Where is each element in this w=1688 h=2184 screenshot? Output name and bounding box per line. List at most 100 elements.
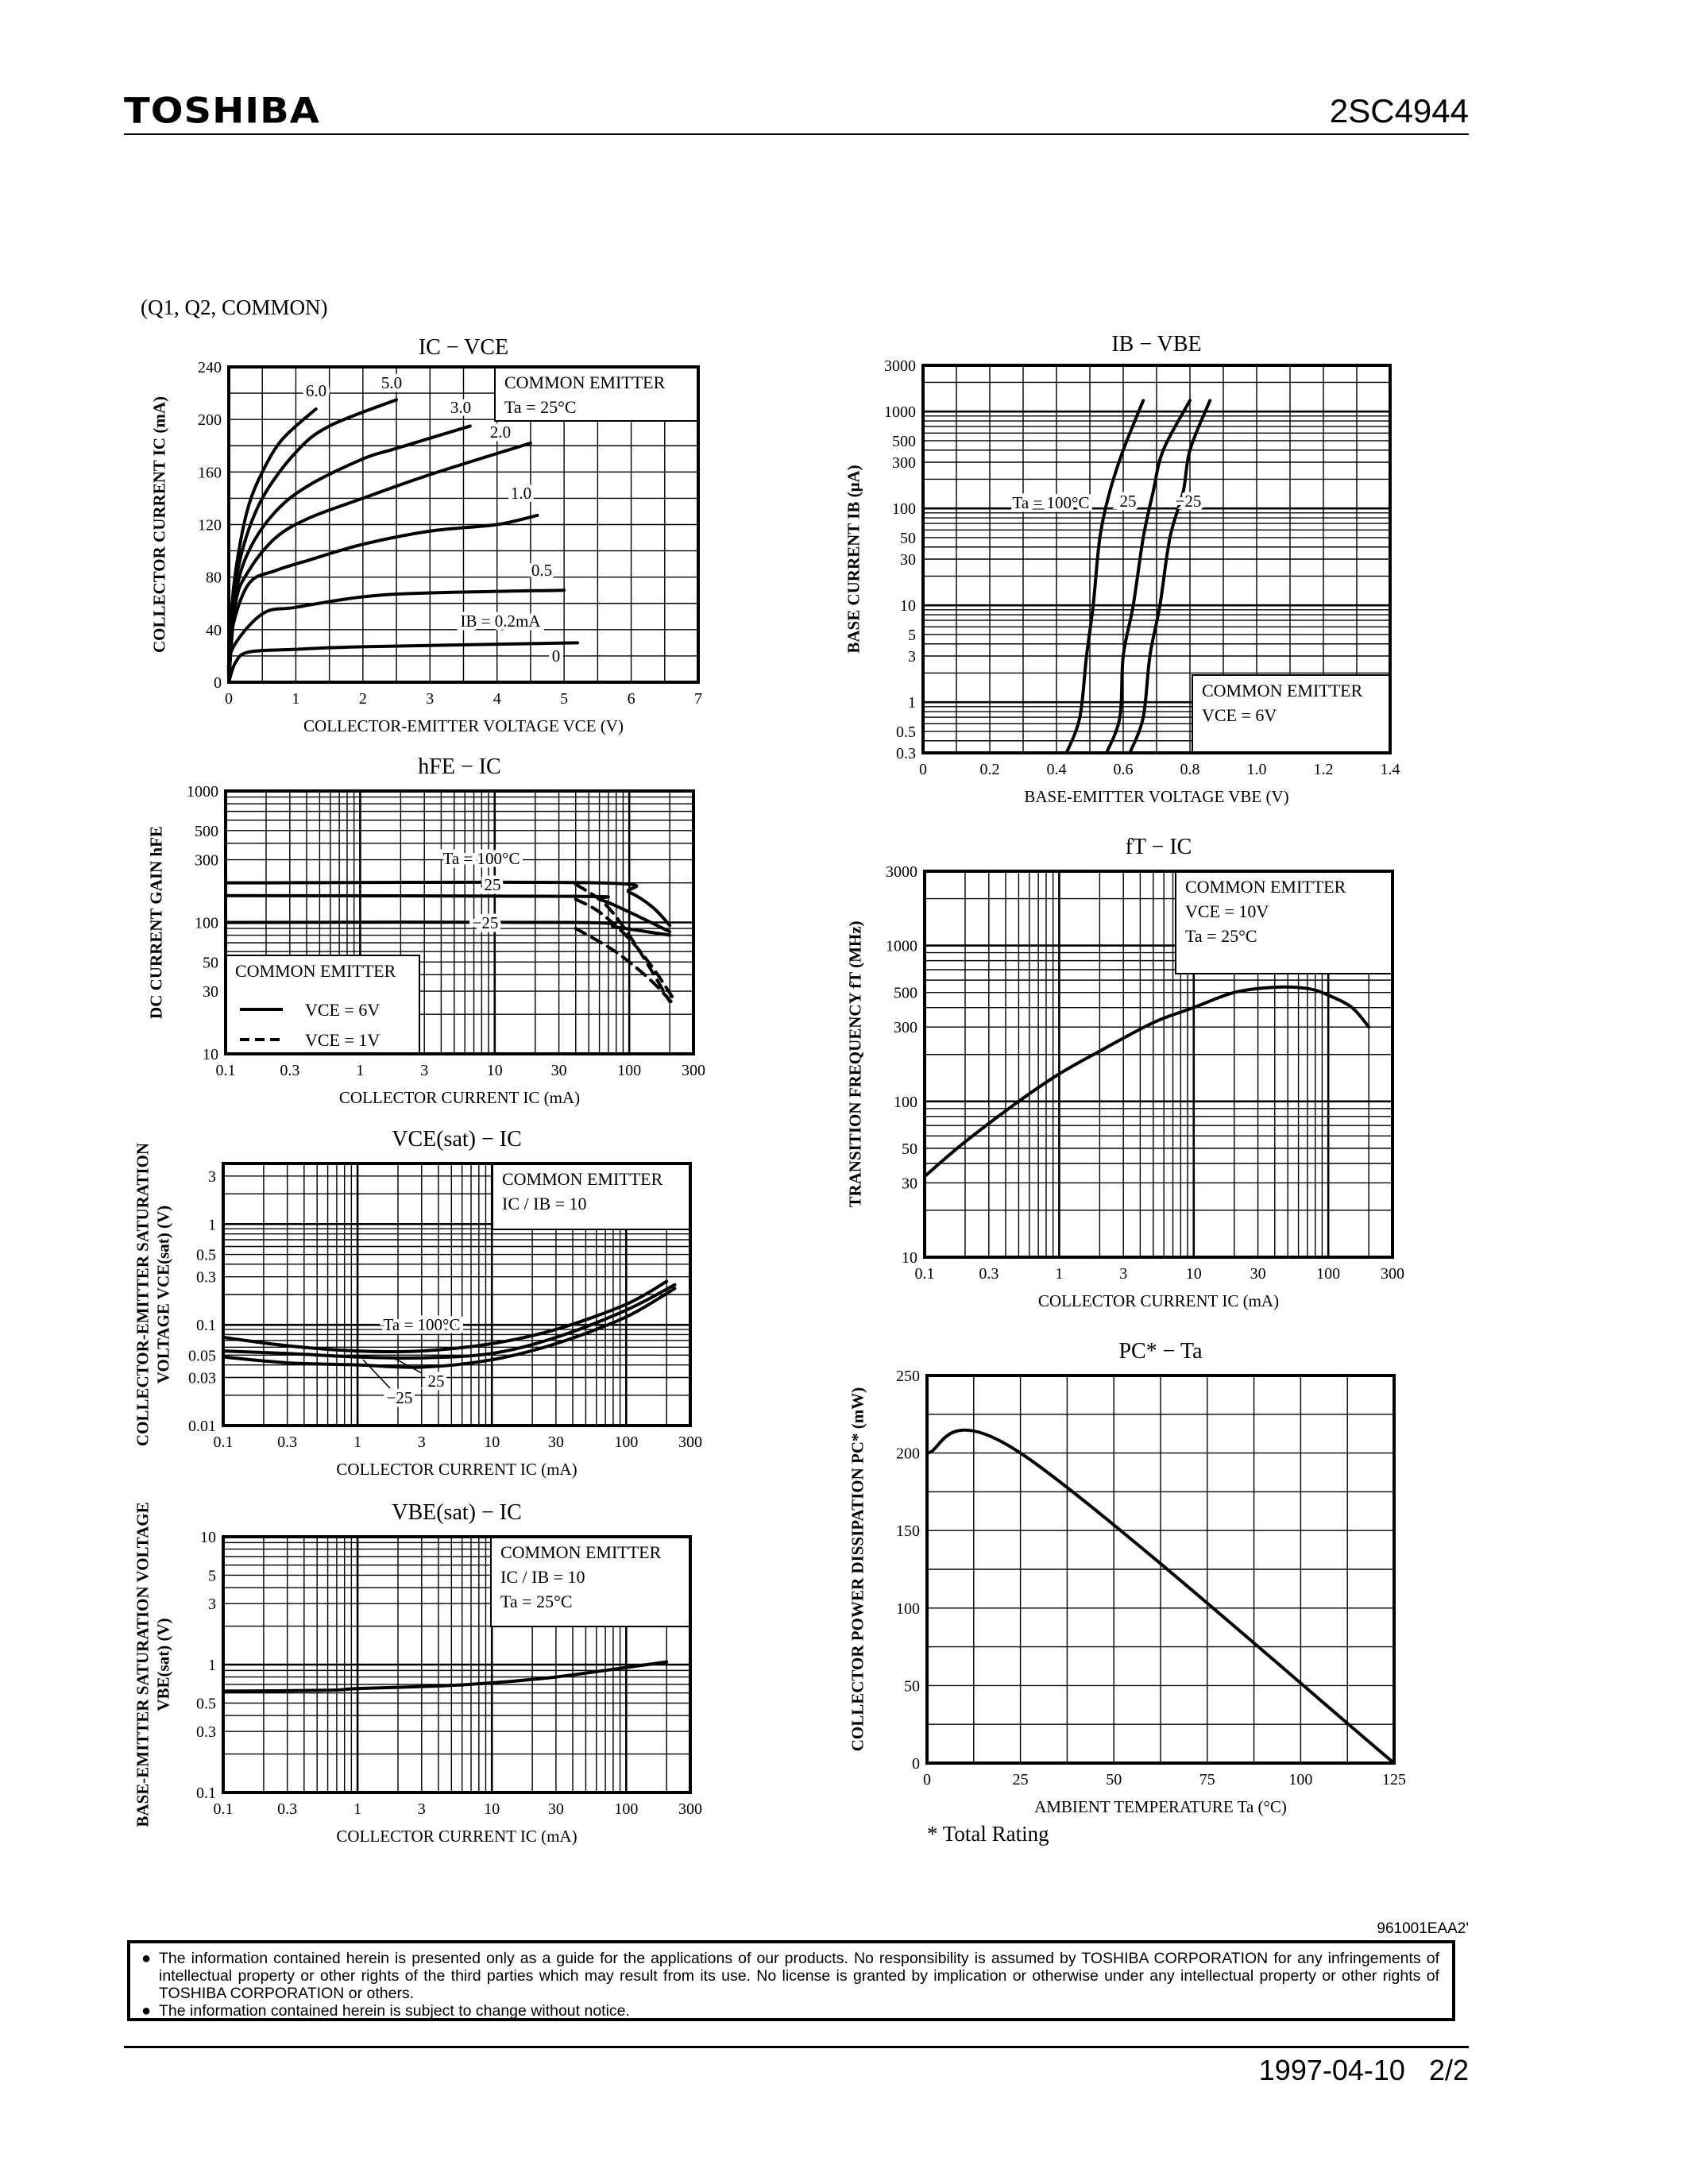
y-tick-label: 120 (198, 517, 222, 534)
x-tick-label: 0.1 (214, 1433, 234, 1451)
x-tick-label: 0.2 (980, 761, 1000, 778)
notice-item: ● The information contained herein is sub… (141, 2002, 1439, 2020)
y-tick-label: 3 (908, 648, 916, 666)
revision-date: 1997-04-10 (1258, 2054, 1405, 2086)
y-tick-label: 30 (902, 1175, 917, 1192)
document-code: 961001EAA2' (1377, 1920, 1469, 1937)
x-tick-label: 100 (1288, 1771, 1312, 1788)
x-tick-label: 7 (694, 690, 702, 708)
plot-frame (222, 1535, 692, 1794)
annotation-text: Ta = 25°C (500, 1592, 573, 1611)
y-tick-label: 50 (902, 1140, 917, 1158)
x-tick-label: 0.4 (1047, 761, 1067, 778)
y-tick-label: 0.1 (196, 1317, 216, 1334)
x-tick-label: 1 (1055, 1265, 1063, 1283)
leader-arrow (362, 1359, 391, 1389)
y-tick-label: 300 (892, 454, 916, 472)
annotation-text: IC / IB = 10 (502, 1194, 587, 1214)
y-tick-label: 0.3 (896, 745, 916, 762)
y-tick-label: 10 (203, 1046, 218, 1063)
curve-label: Ta = 100°C (1013, 493, 1090, 512)
series-line (923, 985, 1371, 1179)
y-tick-label: 300 (195, 852, 218, 870)
y-tick-label: 1 (908, 694, 916, 712)
x-axis-label: BASE-EMITTER VOLTAGE VBE (V) (1024, 787, 1288, 806)
series-line (227, 407, 318, 684)
annotation-text: COMMON EMITTER (235, 961, 396, 981)
series-line (224, 880, 672, 928)
chart-7: 0 25 50 75 100 125 0 50 100 150 200 250 PC* − Ta AMBI… (848, 1339, 1406, 1816)
chart-title: fT − IC (1126, 835, 1192, 859)
curve-label: 25 (1120, 492, 1137, 511)
y-tick-label: 30 (900, 551, 916, 569)
annotation-box (490, 1536, 691, 1627)
chart-title: VCE(sat) − IC (392, 1127, 522, 1152)
y-tick-label: 0.3 (196, 1723, 216, 1741)
x-tick-label: 0.8 (1180, 761, 1200, 778)
chart-1: COMMON EMITTER Ta = 25°C 6.0 5.0 3.0 2.0 1.0 0.… (149, 335, 702, 735)
curve-label: −25 (387, 1388, 413, 1407)
curve-label: −25 (1176, 492, 1202, 511)
x-tick-label: 1.0 (1247, 761, 1267, 778)
x-axis-label: COLLECTOR CURRENT IC (mA) (336, 1460, 577, 1479)
device-note: (Q1, Q2, COMMON) (141, 295, 328, 319)
notice-text: The information contained herein is pres… (159, 1950, 1439, 2002)
y-tick-label: 50 (203, 954, 218, 971)
header-rule (124, 133, 1469, 135)
footer-rule (124, 2046, 1469, 2048)
y-axis-label: VBE(sat) (V) (153, 1618, 172, 1711)
x-tick-label: 5 (560, 690, 568, 708)
x-tick-label: 0.3 (280, 1062, 299, 1079)
x-tick-label: 0.1 (216, 1062, 236, 1079)
y-tick-label: 1000 (884, 403, 916, 421)
y-axis-label: BASE CURRENT IB (μA) (844, 465, 863, 653)
series-line (224, 893, 672, 934)
series-line (227, 641, 580, 684)
series-line (222, 1660, 669, 1693)
footer-date-page: 1997-04-10 2/2 (1259, 2054, 1469, 2087)
series-line (227, 398, 399, 684)
y-axis-label: VOLTAGE VCE(sat) (V) (153, 1206, 172, 1383)
curve-label: 0 (552, 646, 561, 666)
y-tick-label: 200 (896, 1445, 920, 1463)
y-tick-label: 250 (896, 1368, 920, 1385)
y-tick-label: 5 (908, 627, 916, 644)
part-number: 2SC4944 (1329, 92, 1469, 129)
x-tick-label: 100 (617, 1062, 641, 1079)
curve-label: 0.5 (531, 561, 552, 580)
annotation-box (492, 1163, 691, 1230)
chart-title: PC* − Ta (1118, 1339, 1203, 1364)
y-axis-label: COLLECTOR-EMITTER SATURATION (133, 1143, 152, 1446)
y-tick-label: 500 (892, 433, 916, 450)
y-tick-label: 0 (214, 674, 222, 692)
y-axis-label: COLLECTOR POWER DISSIPATION PC* (mW) (848, 1387, 867, 1752)
bullet-icon: ● (141, 1950, 152, 1967)
plot-frame (925, 1374, 1396, 1765)
y-tick-label: 0.3 (196, 1269, 216, 1287)
x-axis-label: COLLECTOR CURRENT IC (mA) (336, 1827, 577, 1846)
y-tick-label: 300 (894, 1019, 917, 1036)
x-tick-label: 10 (484, 1433, 500, 1451)
annotation-box (494, 366, 699, 422)
x-tick-label: 0 (225, 690, 233, 708)
x-tick-label: 30 (548, 1433, 564, 1451)
x-tick-label: 125 (1382, 1771, 1406, 1788)
y-tick-label: 80 (206, 569, 222, 587)
y-tick-label: 160 (198, 464, 222, 481)
y-tick-label: 0.5 (196, 1247, 216, 1264)
plot-frame (923, 870, 1394, 1259)
y-tick-label: 3000 (884, 357, 916, 375)
x-tick-label: 100 (1316, 1265, 1340, 1283)
page-number: 2/2 (1428, 2054, 1469, 2086)
y-tick-label: 40 (206, 622, 222, 639)
chart-title: IC − VCE (419, 335, 508, 360)
x-tick-label: 1 (292, 690, 299, 708)
annotation-text: VCE = 10V (1185, 901, 1269, 921)
series-line (574, 897, 678, 1004)
y-tick-label: 3 (208, 1596, 216, 1613)
annotation-text: IC / IB = 10 (500, 1567, 585, 1587)
series-line (222, 1279, 669, 1354)
x-tick-label: 1 (353, 1433, 361, 1451)
